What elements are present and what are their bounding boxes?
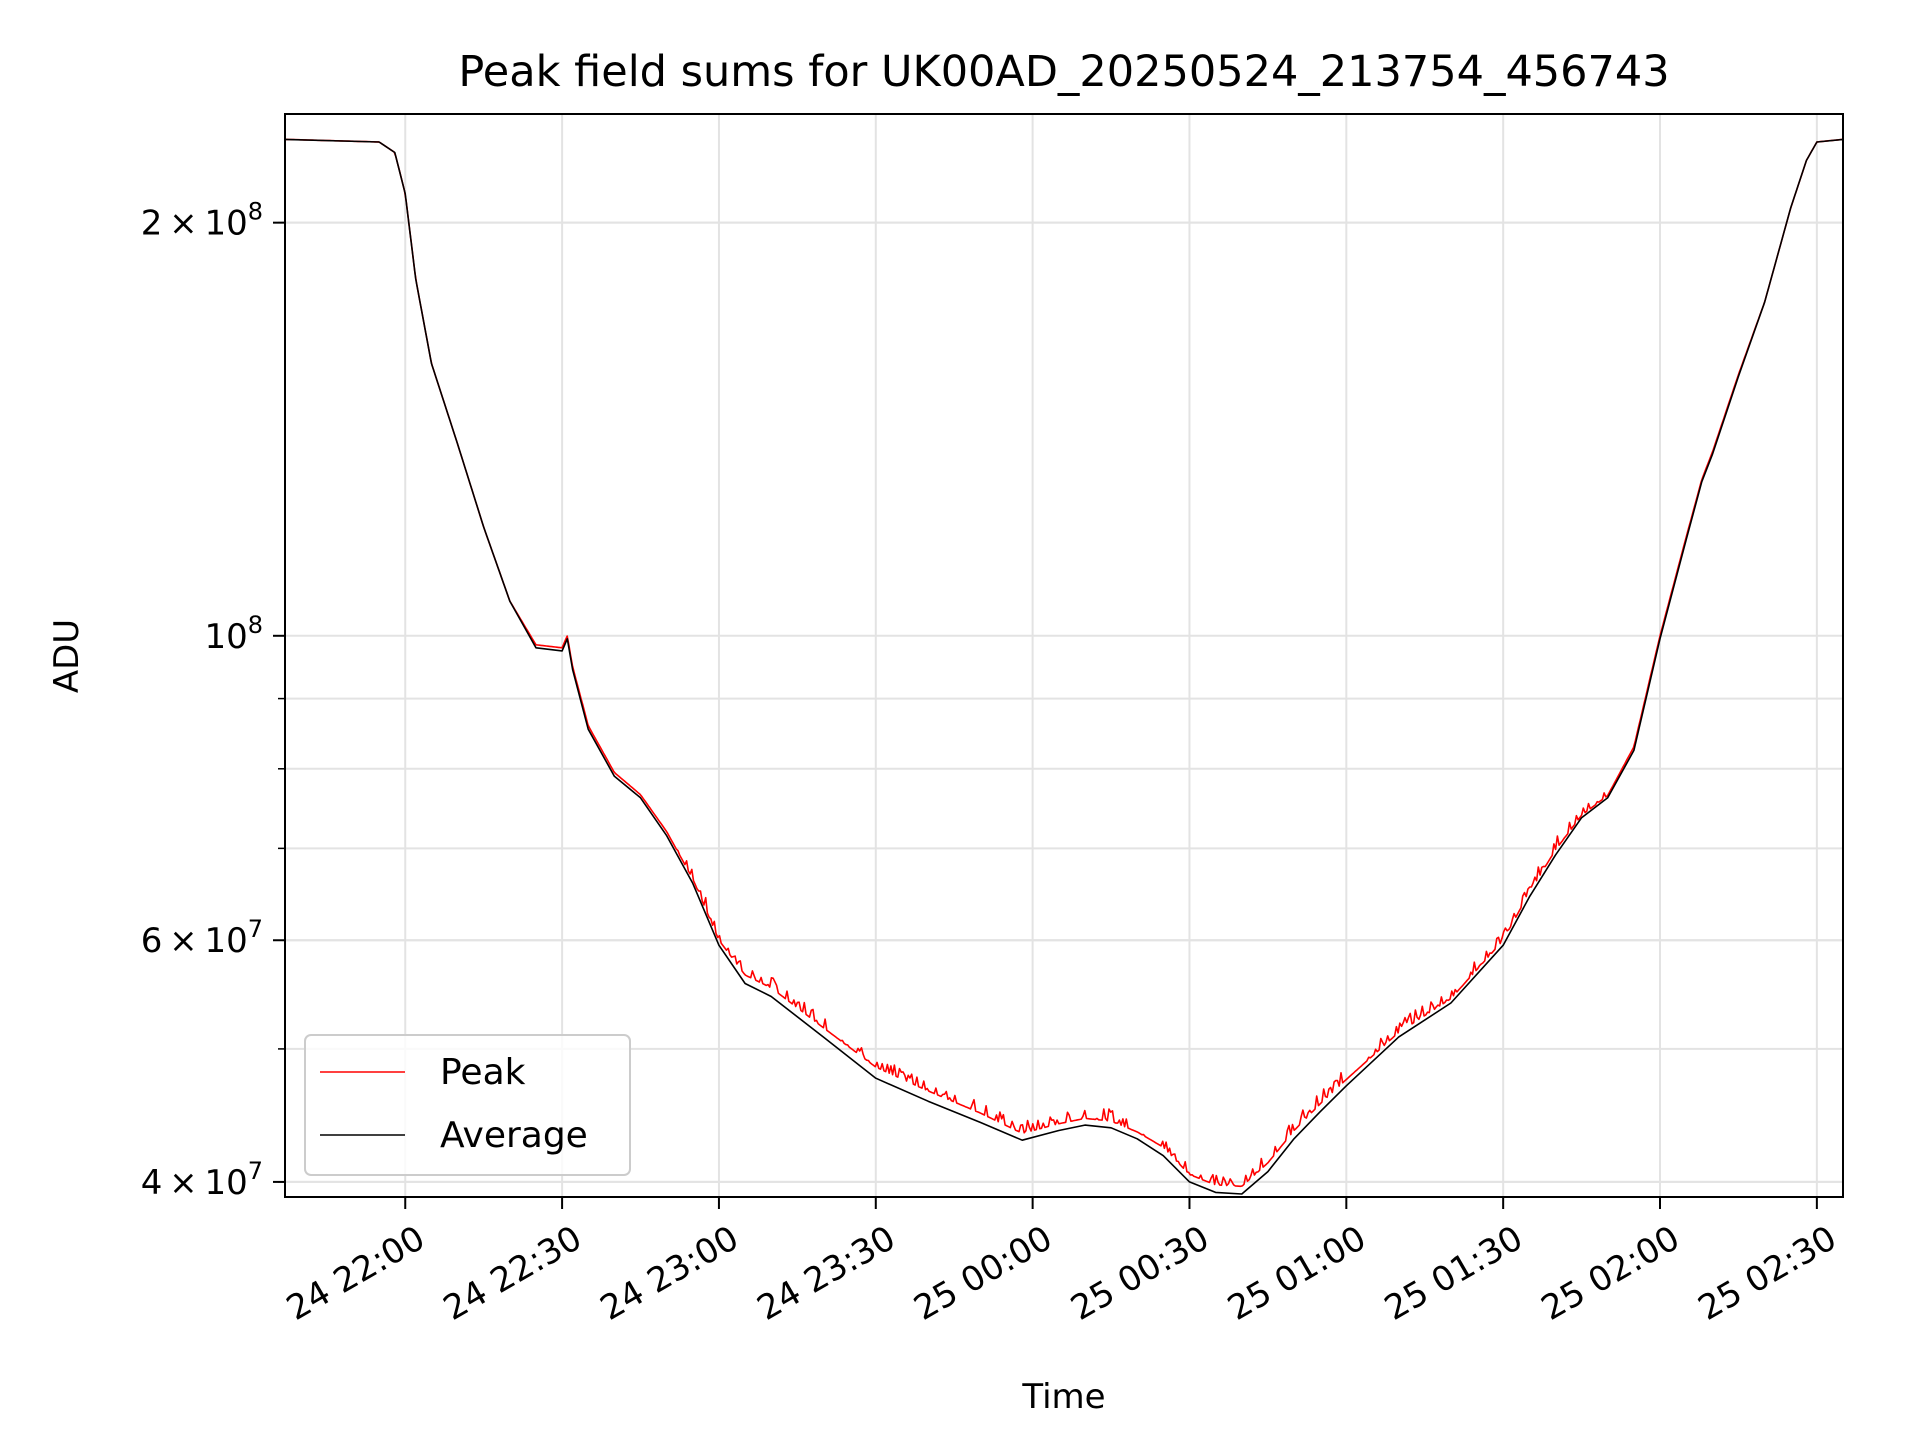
y-tick-label: 6 × 107 bbox=[141, 915, 263, 961]
y-tick-label: 2 × 108 bbox=[141, 198, 263, 244]
y-tick-label: 108 bbox=[204, 611, 263, 657]
series-line-average bbox=[284, 138, 1844, 1195]
series-line-peak bbox=[285, 138, 1844, 1188]
x-axis-label: Time bbox=[1021, 1377, 1105, 1417]
y-axis-label: ADU bbox=[47, 619, 87, 693]
y-tick-label: 4 × 107 bbox=[141, 1157, 263, 1203]
legend-label-average: Average bbox=[440, 1115, 588, 1156]
plot-frame bbox=[284, 113, 1844, 1198]
chart-title: Peak field sums for UK00AD_20250524_2137… bbox=[458, 47, 1669, 97]
legend-label-peak: Peak bbox=[440, 1052, 526, 1093]
series-layer bbox=[284, 138, 1844, 1195]
legend-box bbox=[304, 1034, 631, 1176]
legend: Peak Average bbox=[304, 1034, 631, 1176]
